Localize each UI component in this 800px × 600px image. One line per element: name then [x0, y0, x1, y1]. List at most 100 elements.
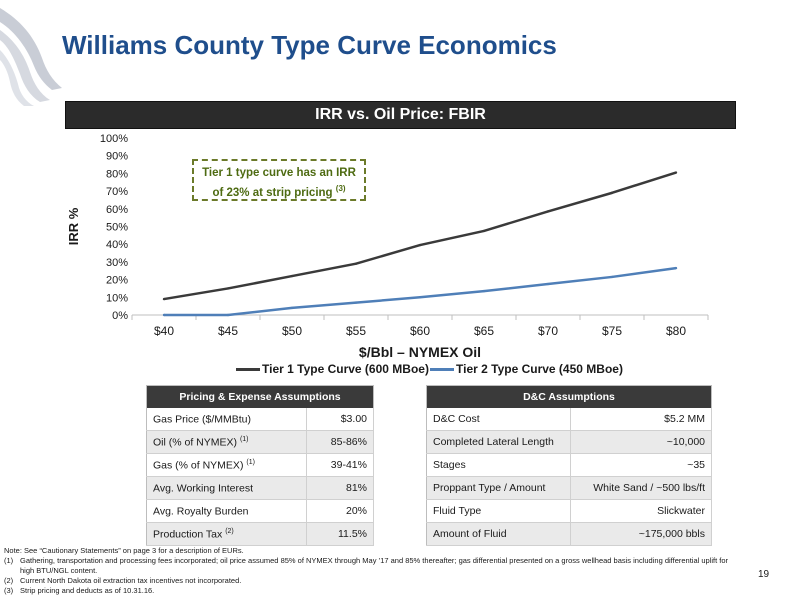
legend-label-tier1: Tier 1 Type Curve (600 MBoe)	[262, 362, 429, 376]
data-point-tier1	[162, 297, 166, 301]
data-point-tier2	[546, 282, 550, 286]
x-tick-label: $65	[474, 324, 494, 338]
data-point-tier1	[674, 171, 678, 174]
dc-assumptions-table: D&C Assumptions D&C Cost $5.2 MM Complet…	[426, 385, 712, 546]
row-value: 81%	[306, 476, 374, 500]
footnote-item: (2) Current North Dakota oil extraction …	[4, 576, 744, 586]
y-tick-label: 20%	[106, 275, 128, 287]
legend-item-tier2: Tier 2 Type Curve (450 MBoe)	[430, 362, 623, 376]
footnote-text: Gathering, transportation and processing…	[20, 556, 729, 575]
row-label: Avg. Working Interest	[146, 476, 307, 500]
data-point-tier1	[546, 210, 550, 213]
footnote-number: (1)	[4, 556, 14, 565]
row-value: $5.2 MM	[570, 407, 712, 431]
legend-label-tier2: Tier 2 Type Curve (450 MBoe)	[456, 362, 623, 376]
legend-swatch-tier1	[236, 367, 260, 371]
row-value: 39-41%	[306, 453, 374, 477]
chart-title-banner: IRR vs. Oil Price: FBIR	[65, 101, 736, 129]
row-label: Completed Lateral Length	[426, 430, 571, 454]
page-number: 19	[758, 569, 770, 580]
irr-line-chart: 0% 10% 20% 30% 40% 50% 60% 70% 80% 90% 100% $40 $45 $…	[66, 133, 709, 360]
footnote-item: (3) Strip pricing and deducts as of 10.3…	[4, 586, 744, 596]
footnote-number: (2)	[4, 576, 14, 585]
row-label: Amount of Fluid	[426, 522, 571, 546]
y-tick-label: 80%	[106, 168, 128, 180]
row-label: Gas Price ($/MMBtu)	[146, 407, 307, 431]
data-point-tier2	[354, 301, 358, 304]
table-row: Avg. Working Interest 81%	[146, 476, 374, 500]
data-point-tier1	[610, 191, 614, 195]
x-tick-label: $50	[282, 324, 302, 338]
data-point-tier1	[482, 229, 486, 233]
table-row: Fluid Type Slickwater	[426, 499, 712, 523]
table-row: Production Tax (2) 11.5%	[146, 522, 374, 546]
row-label: Proppant Type / Amount	[426, 476, 571, 500]
series-line-tier2	[164, 266, 677, 317]
row-value: 11.5%	[306, 522, 374, 546]
y-axis-label: IRR %	[66, 207, 81, 245]
x-tick-label: $70	[538, 324, 558, 338]
row-value: White Sand / ~500 lbs/ft	[570, 476, 712, 500]
table-row: Amount of Fluid ~175,000 bbls	[426, 522, 712, 546]
data-point-tier2	[674, 266, 678, 270]
y-tick-label: 40%	[106, 239, 128, 251]
row-label: Stages	[426, 453, 571, 477]
row-label: Avg. Royalty Burden	[146, 499, 307, 523]
page-title: Williams County Type Curve Economics	[62, 30, 557, 60]
footnote-text: Current North Dakota oil extraction tax …	[20, 576, 242, 585]
row-value: 85-86%	[306, 430, 374, 454]
row-label: Fluid Type	[426, 499, 571, 523]
data-point-tier2	[418, 296, 422, 299]
x-axis-label: $/Bbl – NYMEX Oil	[359, 344, 481, 360]
y-tick-label: 30%	[106, 257, 128, 269]
x-tick-label: $40	[154, 324, 174, 338]
row-value: ~10,000	[570, 430, 712, 454]
y-tick-label: 100%	[100, 133, 128, 145]
data-point-tier2	[290, 306, 294, 310]
row-label: Oil (% of NYMEX) (1)	[146, 430, 307, 454]
footnote-intro: Note: See “Cautionary Statements” on pag…	[4, 546, 244, 555]
data-point-tier1	[354, 262, 358, 265]
x-tick-label: $55	[346, 324, 366, 338]
row-value: ~175,000 bbls	[570, 522, 712, 546]
footnote-text: Strip pricing and deducts as of 10.31.16…	[20, 586, 155, 595]
table-row: Gas Price ($/MMBtu) $3.00	[146, 407, 374, 431]
y-tick-label: 0%	[112, 310, 128, 322]
y-tick-label: 10%	[106, 292, 128, 304]
x-tick-label: $45	[218, 324, 238, 338]
legend-swatch-tier2	[430, 367, 454, 371]
table-row: Completed Lateral Length ~10,000	[426, 430, 712, 454]
footnote-item: (1) Gathering, transportation and proces…	[4, 556, 744, 576]
data-point-tier1	[226, 287, 230, 290]
row-label: Production Tax (2)	[146, 522, 307, 546]
row-label: D&C Cost	[426, 407, 571, 431]
data-point-tier1	[290, 274, 294, 278]
y-tick-label: 60%	[106, 204, 128, 216]
pricing-table-header: Pricing & Expense Assumptions	[146, 385, 374, 408]
x-tick-label: $75	[602, 324, 622, 338]
row-value: ~35	[570, 453, 712, 477]
row-label: Gas (% of NYMEX) (1)	[146, 453, 307, 477]
company-logo	[0, 8, 62, 106]
table-row: Avg. Royalty Burden 20%	[146, 499, 374, 523]
data-point-tier2	[610, 275, 614, 279]
chart-legend: Tier 1 Type Curve (600 MBoe) Tier 2 Type…	[0, 362, 800, 378]
table-row: Gas (% of NYMEX) (1) 39-41%	[146, 453, 374, 477]
legend-item-tier1: Tier 1 Type Curve (600 MBoe)	[236, 362, 429, 376]
table-row: D&C Cost $5.2 MM	[426, 407, 712, 431]
table-row: Stages ~35	[426, 453, 712, 477]
chart-callout: Tier 1 type curve has an IRR of 23% at s…	[192, 159, 366, 201]
data-point-tier2	[162, 313, 166, 317]
data-point-tier2	[226, 313, 230, 317]
callout-line-1: Tier 1 type curve has an IRR	[202, 167, 356, 179]
callout-line-2: of 23% at strip pricing	[212, 186, 333, 199]
y-tick-label: 50%	[106, 222, 128, 234]
x-tick-label: $60	[410, 324, 430, 338]
footnotes: Note: See “Cautionary Statements” on pag…	[4, 546, 744, 596]
table-row: Oil (% of NYMEX) (1) 85-86%	[146, 430, 374, 454]
data-point-tier2	[482, 289, 486, 293]
footnote-number: (3)	[4, 586, 14, 595]
y-tick-label: 70%	[106, 186, 128, 198]
pricing-expense-table: Pricing & Expense Assumptions Gas Price …	[146, 385, 374, 546]
table-row: Proppant Type / Amount White Sand / ~500…	[426, 476, 712, 500]
